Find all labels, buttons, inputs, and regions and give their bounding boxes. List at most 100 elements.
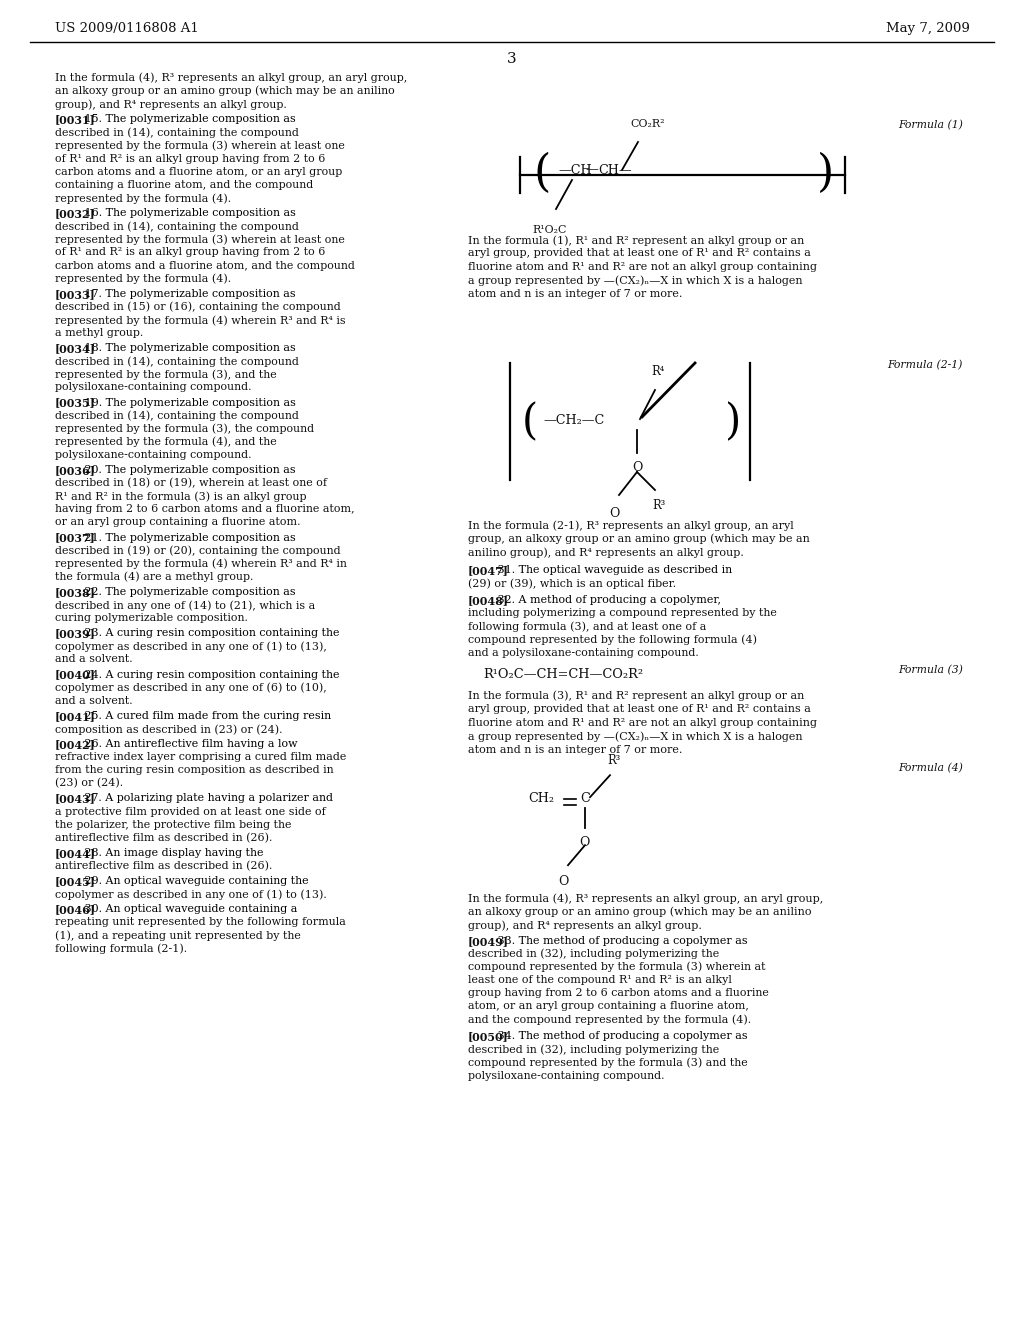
Text: ): ) xyxy=(725,401,741,444)
Text: [0042]: [0042] xyxy=(55,739,96,750)
Text: composition as described in (23) or (24).: composition as described in (23) or (24)… xyxy=(55,723,283,734)
Text: including polymerizing a compound represented by the: including polymerizing a compound repres… xyxy=(468,609,777,618)
Text: represented by the formula (4) wherein R³ and R⁴ is: represented by the formula (4) wherein R… xyxy=(55,315,346,326)
Text: 30. An optical waveguide containing a: 30. An optical waveguide containing a xyxy=(81,904,297,915)
Text: of R¹ and R² is an alkyl group having from 2 to 6: of R¹ and R² is an alkyl group having fr… xyxy=(55,247,326,257)
Text: copolymer as described in any one of (1) to (13).: copolymer as described in any one of (1)… xyxy=(55,890,327,900)
Text: [0045]: [0045] xyxy=(55,876,96,887)
Text: represented by the formula (3), the compound: represented by the formula (3), the comp… xyxy=(55,424,314,434)
Text: copolymer as described in any one of (1) to (13),: copolymer as described in any one of (1)… xyxy=(55,642,327,652)
Text: [0049]: [0049] xyxy=(468,936,509,946)
Text: group having from 2 to 6 carbon atoms and a fluorine: group having from 2 to 6 carbon atoms an… xyxy=(468,989,769,998)
Text: (: ( xyxy=(522,401,539,444)
Text: described in (14), containing the compound: described in (14), containing the compou… xyxy=(55,411,299,421)
Text: a protective film provided on at least one side of: a protective film provided on at least o… xyxy=(55,807,326,817)
Text: 20. The polymerizable composition as: 20. The polymerizable composition as xyxy=(81,465,295,475)
Text: containing a fluorine atom, and the compound: containing a fluorine atom, and the comp… xyxy=(55,180,313,190)
Text: 28. An image display having the: 28. An image display having the xyxy=(81,847,263,858)
Text: 24. A curing resin composition containing the: 24. A curing resin composition containin… xyxy=(81,669,339,680)
Text: compound represented by the formula (3) wherein at: compound represented by the formula (3) … xyxy=(468,962,766,973)
Text: polysiloxane-containing compound.: polysiloxane-containing compound. xyxy=(468,1071,665,1081)
Text: a methyl group.: a methyl group. xyxy=(55,329,143,338)
Text: O: O xyxy=(579,836,590,849)
Text: [0050]: [0050] xyxy=(468,1031,509,1043)
Text: 26. An antireflective film having a low: 26. An antireflective film having a low xyxy=(81,739,297,748)
Text: 29. An optical waveguide containing the: 29. An optical waveguide containing the xyxy=(81,876,308,886)
Text: the polarizer, the protective film being the: the polarizer, the protective film being… xyxy=(55,820,292,830)
Text: compound represented by the formula (3) and the: compound represented by the formula (3) … xyxy=(468,1057,748,1068)
Text: [0033]: [0033] xyxy=(55,289,96,300)
Text: [0031]: [0031] xyxy=(55,115,96,125)
Text: 18. The polymerizable composition as: 18. The polymerizable composition as xyxy=(81,343,295,354)
Text: O: O xyxy=(609,507,620,520)
Text: and a solvent.: and a solvent. xyxy=(55,655,133,664)
Text: aryl group, provided that at least one of R¹ and R² contains a: aryl group, provided that at least one o… xyxy=(468,704,811,714)
Text: antireflective film as described in (26).: antireflective film as described in (26)… xyxy=(55,833,272,843)
Text: fluorine atom and R¹ and R² are not an alkyl group containing: fluorine atom and R¹ and R² are not an a… xyxy=(468,261,817,272)
Text: 25. A cured film made from the curing resin: 25. A cured film made from the curing re… xyxy=(81,711,331,721)
Text: [0038]: [0038] xyxy=(55,587,96,598)
Text: Formula (4): Formula (4) xyxy=(898,763,963,774)
Text: group), and R⁴ represents an alkyl group.: group), and R⁴ represents an alkyl group… xyxy=(55,99,287,110)
Text: —: — xyxy=(585,164,598,177)
Text: represented by the formula (3) wherein at least one: represented by the formula (3) wherein a… xyxy=(55,141,345,152)
Text: least one of the compound R¹ and R² is an alkyl: least one of the compound R¹ and R² is a… xyxy=(468,975,732,985)
Text: [0036]: [0036] xyxy=(55,465,96,477)
Text: CO₂R²: CO₂R² xyxy=(630,119,665,129)
Text: O: O xyxy=(558,875,568,888)
Text: from the curing resin composition as described in: from the curing resin composition as des… xyxy=(55,766,334,775)
Text: R¹ and R² in the formula (3) is an alkyl group: R¹ and R² in the formula (3) is an alkyl… xyxy=(55,491,306,502)
Text: refractive index layer comprising a cured film made: refractive index layer comprising a cure… xyxy=(55,752,346,762)
Text: an alkoxy group or an amino group (which may be an anilino: an alkoxy group or an amino group (which… xyxy=(468,907,811,917)
Text: of R¹ and R² is an alkyl group having from 2 to 6: of R¹ and R² is an alkyl group having fr… xyxy=(55,154,326,164)
Text: [0046]: [0046] xyxy=(55,904,96,915)
Text: 16. The polymerizable composition as: 16. The polymerizable composition as xyxy=(81,209,295,218)
Text: group, an alkoxy group or an amino group (which may be an: group, an alkoxy group or an amino group… xyxy=(468,533,810,544)
Text: having from 2 to 6 carbon atoms and a fluorine atom,: having from 2 to 6 carbon atoms and a fl… xyxy=(55,504,354,515)
Text: R⁴: R⁴ xyxy=(651,366,665,378)
Text: In the formula (4), R³ represents an alkyl group, an aryl group,: In the formula (4), R³ represents an alk… xyxy=(55,73,408,83)
Text: atom and n is an integer of 7 or more.: atom and n is an integer of 7 or more. xyxy=(468,744,682,755)
Text: repeating unit represented by the following formula: repeating unit represented by the follow… xyxy=(55,917,346,928)
Text: anilino group), and R⁴ represents an alkyl group.: anilino group), and R⁴ represents an alk… xyxy=(468,546,743,557)
Text: 21. The polymerizable composition as: 21. The polymerizable composition as xyxy=(81,532,295,543)
Text: R¹O₂C—CH=CH—CO₂R²: R¹O₂C—CH=CH—CO₂R² xyxy=(483,668,643,681)
Text: described in (14), containing the compound: described in (14), containing the compou… xyxy=(55,356,299,367)
Text: [0047]: [0047] xyxy=(468,565,509,576)
Text: 31. The optical waveguide as described in: 31. The optical waveguide as described i… xyxy=(494,565,731,576)
Text: aryl group, provided that at least one of R¹ and R² contains a: aryl group, provided that at least one o… xyxy=(468,248,811,259)
Text: polysiloxane-containing compound.: polysiloxane-containing compound. xyxy=(55,383,252,392)
Text: (1), and a repeating unit represented by the: (1), and a repeating unit represented by… xyxy=(55,931,301,941)
Text: 17. The polymerizable composition as: 17. The polymerizable composition as xyxy=(81,289,295,298)
Text: following formula (2-1).: following formula (2-1). xyxy=(55,944,187,954)
Text: In the formula (4), R³ represents an alkyl group, an aryl group,: In the formula (4), R³ represents an alk… xyxy=(468,894,823,904)
Text: 19. The polymerizable composition as: 19. The polymerizable composition as xyxy=(81,397,295,408)
Text: ): ) xyxy=(817,152,835,194)
Text: In the formula (2-1), R³ represents an alkyl group, an aryl: In the formula (2-1), R³ represents an a… xyxy=(468,520,794,531)
Text: (: ( xyxy=(534,152,551,194)
Text: atom and n is an integer of 7 or more.: atom and n is an integer of 7 or more. xyxy=(468,289,682,300)
Text: —CH: —CH xyxy=(558,164,592,177)
Text: C: C xyxy=(580,792,590,805)
Text: antireflective film as described in (26).: antireflective film as described in (26)… xyxy=(55,861,272,871)
Text: and a solvent.: and a solvent. xyxy=(55,696,133,706)
Text: carbon atoms and a fluorine atom, or an aryl group: carbon atoms and a fluorine atom, or an … xyxy=(55,166,342,177)
Text: [0037]: [0037] xyxy=(55,532,96,544)
Text: 34. The method of producing a copolymer as: 34. The method of producing a copolymer … xyxy=(494,1031,748,1041)
Text: [0041]: [0041] xyxy=(55,711,96,722)
Text: May 7, 2009: May 7, 2009 xyxy=(886,22,970,36)
Text: or an aryl group containing a fluorine atom.: or an aryl group containing a fluorine a… xyxy=(55,517,300,528)
Text: described in (14), containing the compound: described in (14), containing the compou… xyxy=(55,128,299,139)
Text: and the compound represented by the formula (4).: and the compound represented by the form… xyxy=(468,1014,752,1024)
Text: an alkoxy group or an amino group (which may be an anilino: an alkoxy group or an amino group (which… xyxy=(55,86,394,96)
Text: [0040]: [0040] xyxy=(55,669,96,681)
Text: represented by the formula (4).: represented by the formula (4). xyxy=(55,193,231,203)
Text: 32. A method of producing a copolymer,: 32. A method of producing a copolymer, xyxy=(494,595,721,605)
Text: In the formula (3), R¹ and R² represent an alkyl group or an: In the formula (3), R¹ and R² represent … xyxy=(468,690,805,701)
Text: CH₂: CH₂ xyxy=(528,792,554,805)
Text: Formula (2-1): Formula (2-1) xyxy=(888,360,963,371)
Text: curing polymerizable composition.: curing polymerizable composition. xyxy=(55,614,248,623)
Text: atom, or an aryl group containing a fluorine atom,: atom, or an aryl group containing a fluo… xyxy=(468,1001,749,1011)
Text: 23. A curing resin composition containing the: 23. A curing resin composition containin… xyxy=(81,628,339,639)
Text: R¹O₂C: R¹O₂C xyxy=(532,224,566,235)
